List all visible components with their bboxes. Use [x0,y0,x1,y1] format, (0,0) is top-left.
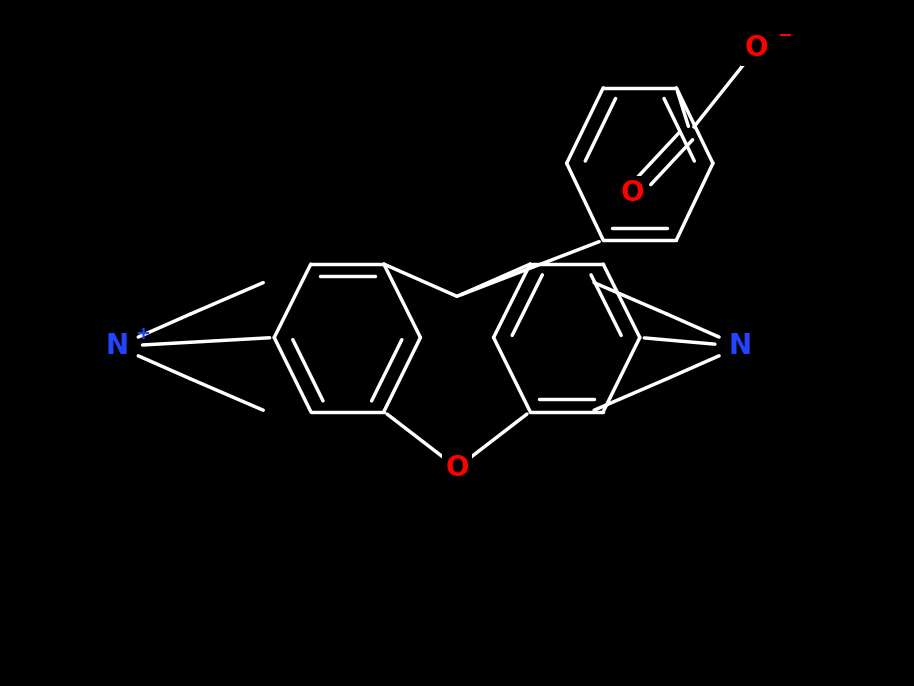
Text: +: + [135,325,150,343]
Text: N: N [728,333,752,360]
Text: O: O [621,180,644,207]
Text: −: − [777,27,792,45]
Text: O: O [745,34,769,62]
Text: O: O [445,454,469,482]
Text: N: N [105,333,129,360]
